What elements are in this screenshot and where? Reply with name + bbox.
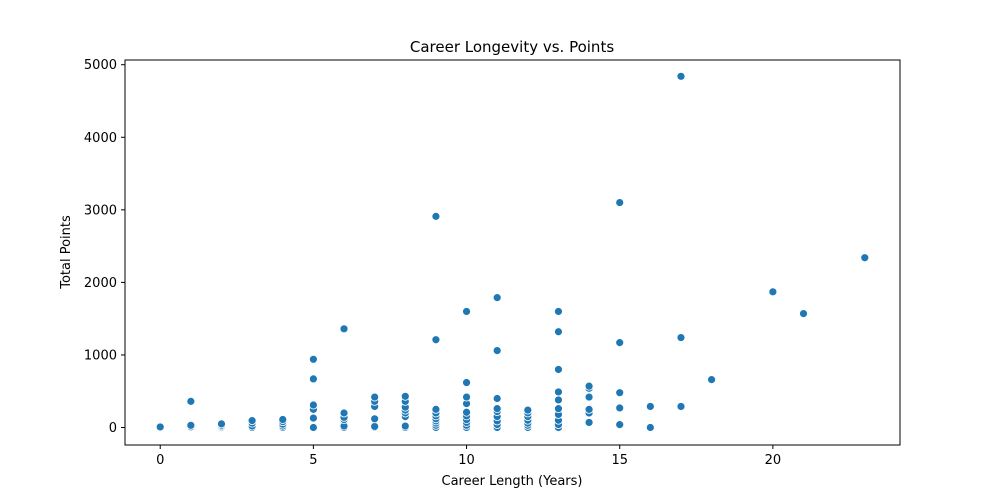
data-point xyxy=(584,392,594,402)
data-point xyxy=(554,395,563,405)
data-point xyxy=(554,365,563,374)
data-point xyxy=(554,387,563,397)
data-point xyxy=(523,405,533,415)
data-point xyxy=(615,403,625,413)
data-point xyxy=(186,420,196,430)
data-point xyxy=(584,404,594,414)
data-point xyxy=(554,404,563,414)
data-point xyxy=(431,211,441,221)
data-point xyxy=(308,413,318,423)
data-point xyxy=(615,388,625,398)
data-point xyxy=(462,392,471,402)
data-point xyxy=(308,374,318,384)
data-point xyxy=(584,418,594,427)
data-point xyxy=(492,293,502,303)
data-point xyxy=(155,422,165,432)
data-point xyxy=(554,327,563,337)
data-point xyxy=(339,408,349,418)
data-point xyxy=(217,419,226,429)
x-axis-ticks: 0 5 10 15 20 xyxy=(156,445,781,468)
data-point xyxy=(462,307,471,316)
data-point xyxy=(370,392,380,402)
y-axis-ticks: 0 1000 2000 3000 4000 5000 xyxy=(84,58,125,436)
data-point xyxy=(615,198,625,207)
plot-frame xyxy=(124,59,901,446)
data-point xyxy=(768,287,778,297)
chart-title: Career Longevity vs. Points xyxy=(410,38,614,56)
data-point xyxy=(462,407,471,417)
data-point xyxy=(707,375,717,385)
data-point xyxy=(278,415,288,424)
x-axis-label: Career Length (Years) xyxy=(442,474,583,489)
data-point xyxy=(339,324,349,334)
data-point xyxy=(492,346,502,356)
y-tick-label: 5000 xyxy=(84,58,117,73)
data-point xyxy=(676,333,686,342)
data-points xyxy=(155,71,870,432)
data-point xyxy=(615,338,625,348)
data-point xyxy=(247,416,257,426)
data-point xyxy=(308,354,318,364)
data-point xyxy=(400,421,410,431)
y-tick-label: 4000 xyxy=(84,131,117,146)
data-point xyxy=(308,400,318,410)
data-point xyxy=(492,404,502,414)
data-point xyxy=(645,402,655,411)
y-tick-label: 1000 xyxy=(84,348,117,363)
data-point xyxy=(860,253,870,263)
y-tick-label: 0 xyxy=(109,421,117,436)
data-point xyxy=(370,414,380,424)
data-point xyxy=(554,307,563,316)
data-point xyxy=(676,71,686,81)
data-point xyxy=(370,422,380,431)
data-point xyxy=(492,394,502,403)
data-point xyxy=(431,404,441,414)
x-tick-label: 20 xyxy=(765,453,782,468)
data-point xyxy=(186,396,196,406)
x-tick-label: 10 xyxy=(458,453,475,468)
data-point xyxy=(462,378,471,387)
x-tick-label: 0 xyxy=(156,453,164,468)
y-tick-label: 2000 xyxy=(84,276,117,291)
data-point xyxy=(584,381,594,391)
data-point xyxy=(676,402,686,411)
y-tick-label: 3000 xyxy=(84,203,117,218)
data-point xyxy=(400,391,410,401)
y-axis-label: Total Points xyxy=(59,215,74,290)
x-tick-label: 15 xyxy=(611,453,628,468)
data-point xyxy=(615,420,625,430)
data-point xyxy=(799,309,808,318)
data-point xyxy=(645,423,655,432)
data-point xyxy=(431,335,441,345)
x-tick-label: 5 xyxy=(309,453,317,468)
data-point xyxy=(308,423,318,432)
